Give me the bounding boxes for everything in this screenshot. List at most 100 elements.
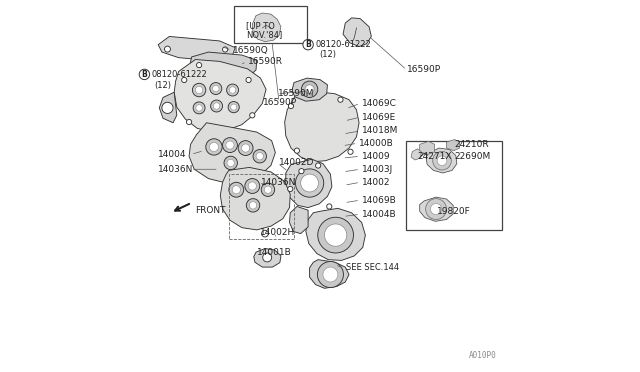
Circle shape <box>223 138 237 153</box>
Circle shape <box>213 103 220 109</box>
Polygon shape <box>190 52 257 80</box>
Text: 14009: 14009 <box>362 152 390 161</box>
Circle shape <box>431 203 442 215</box>
Text: 14036N: 14036N <box>158 165 193 174</box>
Circle shape <box>299 169 304 174</box>
Text: 14036N: 14036N <box>260 178 296 187</box>
Circle shape <box>318 217 353 253</box>
Polygon shape <box>189 123 275 183</box>
Polygon shape <box>420 197 453 221</box>
Polygon shape <box>252 13 281 42</box>
Text: 16590P: 16590P <box>263 98 297 107</box>
Polygon shape <box>420 141 435 154</box>
Circle shape <box>317 262 344 288</box>
Text: 14002: 14002 <box>362 178 390 187</box>
Circle shape <box>241 144 250 152</box>
Circle shape <box>238 141 253 155</box>
Text: 08120-61222: 08120-61222 <box>152 70 207 79</box>
Text: 14069C: 14069C <box>362 99 397 108</box>
Polygon shape <box>158 36 235 60</box>
Circle shape <box>348 149 353 154</box>
Polygon shape <box>343 18 371 46</box>
Circle shape <box>186 119 191 125</box>
Circle shape <box>262 253 271 262</box>
Circle shape <box>437 156 447 166</box>
Polygon shape <box>292 78 328 101</box>
Polygon shape <box>159 92 177 123</box>
Text: NOV.'84]: NOV.'84] <box>246 30 283 39</box>
Polygon shape <box>447 140 460 151</box>
Polygon shape <box>426 148 457 173</box>
Polygon shape <box>286 159 332 208</box>
Text: 14003J: 14003J <box>362 165 393 174</box>
Text: B: B <box>141 70 147 79</box>
Circle shape <box>230 104 237 110</box>
Circle shape <box>323 267 338 282</box>
Text: 24271X: 24271X <box>417 152 452 161</box>
Circle shape <box>209 142 218 151</box>
Circle shape <box>250 202 257 209</box>
Polygon shape <box>411 149 421 160</box>
Circle shape <box>262 230 268 237</box>
Text: FRONT: FRONT <box>195 206 226 215</box>
Polygon shape <box>220 167 291 230</box>
Circle shape <box>250 113 255 118</box>
Text: [UP TO: [UP TO <box>246 21 275 30</box>
Circle shape <box>245 179 260 193</box>
Circle shape <box>164 46 170 52</box>
Bar <box>229 174 294 239</box>
Circle shape <box>305 85 314 94</box>
Polygon shape <box>289 206 308 234</box>
Text: 16590R: 16590R <box>248 57 282 66</box>
Circle shape <box>232 186 241 194</box>
Bar <box>406 141 502 230</box>
Circle shape <box>210 83 222 94</box>
Circle shape <box>162 102 173 113</box>
Circle shape <box>206 139 222 155</box>
Circle shape <box>316 163 321 168</box>
Text: 14069E: 14069E <box>362 113 396 122</box>
Text: (12): (12) <box>319 50 336 59</box>
Circle shape <box>226 141 234 149</box>
Circle shape <box>196 62 202 68</box>
Circle shape <box>326 204 332 209</box>
Circle shape <box>261 183 275 196</box>
Polygon shape <box>306 208 365 260</box>
Circle shape <box>193 83 206 97</box>
Text: SEE SEC.144: SEE SEC.144 <box>346 263 399 272</box>
Text: 24210R: 24210R <box>454 140 488 149</box>
Circle shape <box>248 182 257 190</box>
Text: (12): (12) <box>154 81 172 90</box>
Circle shape <box>324 224 347 246</box>
Circle shape <box>182 77 187 83</box>
Circle shape <box>196 105 202 111</box>
Text: B: B <box>305 40 311 49</box>
Circle shape <box>303 39 314 50</box>
Text: 16590P: 16590P <box>408 65 442 74</box>
Circle shape <box>296 169 324 197</box>
Text: 19820F: 19820F <box>437 207 471 216</box>
Circle shape <box>433 151 451 170</box>
Circle shape <box>294 148 300 153</box>
Circle shape <box>246 77 251 83</box>
Circle shape <box>256 153 264 160</box>
Circle shape <box>264 186 271 193</box>
Text: 22690M: 22690M <box>454 152 490 161</box>
Circle shape <box>289 103 294 109</box>
Text: 14004B: 14004B <box>362 210 396 219</box>
Circle shape <box>229 182 244 197</box>
Circle shape <box>224 156 237 170</box>
Circle shape <box>287 186 293 192</box>
Polygon shape <box>254 248 281 267</box>
Circle shape <box>211 100 223 112</box>
Text: 14018M: 14018M <box>362 126 398 135</box>
Text: 14069B: 14069B <box>362 196 396 205</box>
Text: 14001B: 14001B <box>257 248 291 257</box>
Circle shape <box>426 199 447 219</box>
Circle shape <box>229 87 236 93</box>
Text: 14000B: 14000B <box>360 139 394 148</box>
Circle shape <box>301 174 319 192</box>
Circle shape <box>253 150 266 163</box>
Circle shape <box>193 102 205 114</box>
Circle shape <box>212 85 219 92</box>
